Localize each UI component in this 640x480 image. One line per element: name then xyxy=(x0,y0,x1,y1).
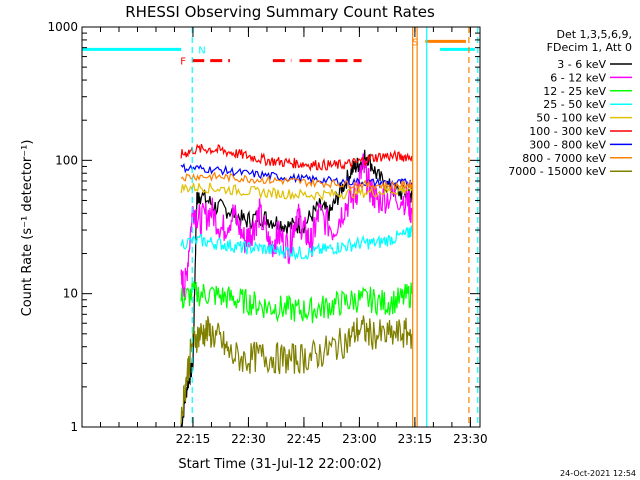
x-tick-label: 22:30 xyxy=(231,432,266,446)
x-tick-label: 22:45 xyxy=(287,432,322,446)
x-tick-label: 23:00 xyxy=(342,432,377,446)
chart-marks: N F S xyxy=(82,27,479,428)
legend-label: 300 - 800 keV xyxy=(529,138,606,151)
series-line-100-300-kev xyxy=(180,143,413,172)
y-tick-label: 1000 xyxy=(47,20,78,34)
legend-label: 100 - 300 keV xyxy=(529,125,606,138)
chart-title: RHESSI Observing Summary Count Rates xyxy=(125,3,435,21)
x-tick-label: 22:15 xyxy=(176,432,211,446)
legend-header-line: Det 1,3,5,6,9, xyxy=(556,28,632,41)
x-tick-label: 23:30 xyxy=(453,432,488,446)
series-line-50-100-kev xyxy=(180,182,413,202)
flag-s-label: S xyxy=(412,37,418,48)
y-tick-label: 10 xyxy=(63,287,78,301)
chart-axes: 1 10 100 1000 22:15 22:30 22:45 23:00 23:15 23:30 xyxy=(47,20,487,446)
legend-label: 3 - 6 keV xyxy=(557,58,606,71)
flag-n-label: N xyxy=(198,45,205,56)
y-tick-label: 100 xyxy=(55,153,78,167)
chart-legend: Det 1,3,5,6,9,FDecim 1, Att 0 3 - 6 keV6 … xyxy=(508,28,632,178)
legend-label: 7000 - 15000 keV xyxy=(508,165,606,178)
legend-label: 50 - 100 keV xyxy=(536,112,606,125)
x-tick-label: 23:15 xyxy=(398,432,433,446)
footer-timestamp: 24-Oct-2021 12:54 xyxy=(560,469,636,478)
plot-frame xyxy=(81,26,481,428)
legend-label: 800 - 7000 keV xyxy=(522,152,606,165)
x-axis-label: Start Time (31-Jul-12 22:00:02) xyxy=(178,457,381,472)
series-line-12-25-kev xyxy=(180,281,413,324)
legend-label: 25 - 50 keV xyxy=(543,98,606,111)
legend-label: 6 - 12 keV xyxy=(550,71,606,84)
y-axis-label: Count Rate (s⁻¹ detector⁻¹) xyxy=(20,140,35,317)
flag-f-label: F xyxy=(180,57,186,68)
legend-label: 12 - 25 keV xyxy=(543,85,606,98)
legend-header-line: FDecim 1, Att 0 xyxy=(547,41,632,54)
series-line-7000-15000-kev xyxy=(180,315,413,425)
series-line-800-7000-kev xyxy=(180,171,413,192)
y-tick-label: 1 xyxy=(70,420,78,434)
series-line-25-50-kev xyxy=(180,225,413,261)
